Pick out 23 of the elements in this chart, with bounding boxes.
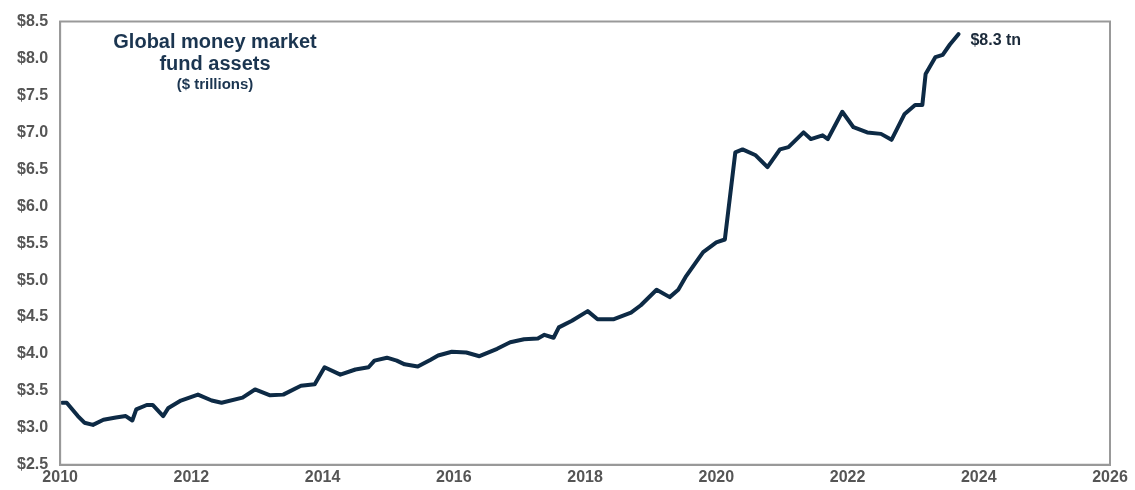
y-tick-label: $5.0: [17, 270, 49, 288]
y-tick-label: $8.5: [17, 12, 49, 30]
y-tick-label: $8.0: [17, 48, 49, 66]
x-tick-label: 2018: [567, 467, 603, 485]
y-tick-label: $4.5: [17, 307, 49, 325]
text: Global money market fund assets: [112, 30, 318, 74]
x-tick-label: 2014: [304, 467, 341, 485]
x-tick-label: 2022: [829, 467, 866, 485]
y-tick-label: $6.5: [17, 159, 49, 177]
x-tick-label: 2012: [173, 467, 210, 485]
y-tick-label: $5.5: [17, 233, 49, 251]
x-tick-label: 2020: [698, 467, 735, 485]
x-tick-label: 2026: [1092, 467, 1128, 485]
y-tick-label: $3.0: [17, 418, 49, 436]
y-tick-label: $4.0: [17, 344, 49, 362]
text: ($ trillions): [175, 74, 255, 94]
y-tick-label: $7.0: [17, 122, 49, 140]
y-tick-label: $3.5: [17, 381, 49, 399]
y-tick-label: $7.5: [17, 85, 49, 103]
x-tick-label: 2016: [436, 467, 472, 485]
x-tick-label: 2024: [960, 467, 997, 485]
annotation: $8.3 tn: [970, 30, 1022, 48]
y-tick-label: $6.0: [17, 196, 49, 214]
